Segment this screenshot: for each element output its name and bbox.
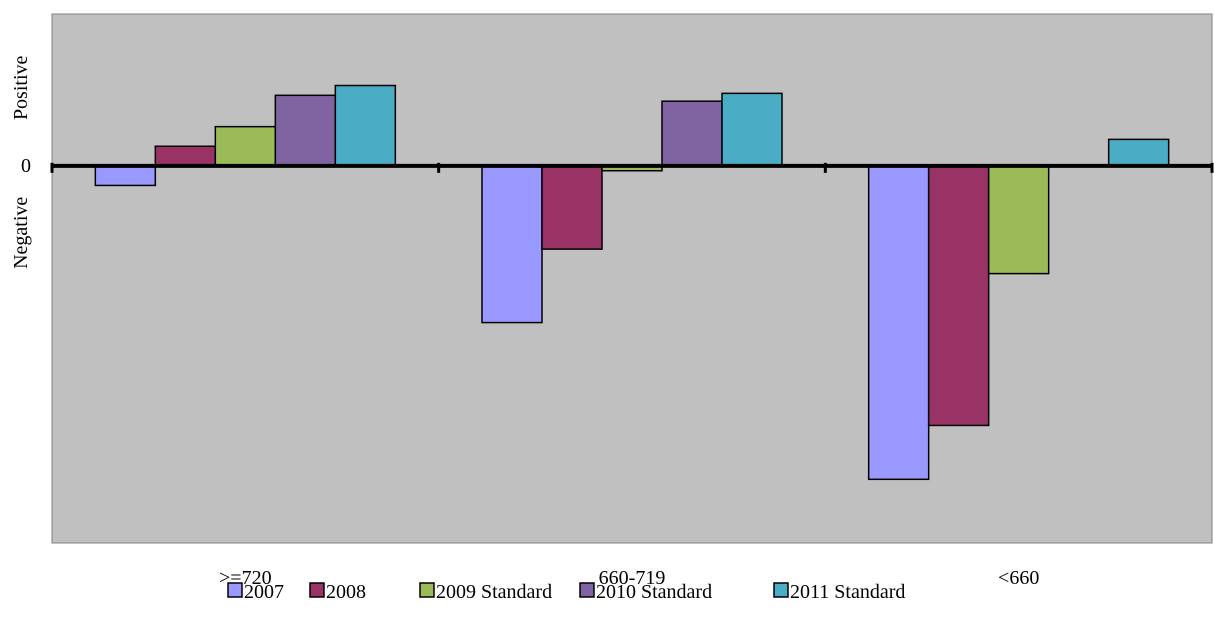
legend-item-2009-standard: 2009 Standard [419, 581, 552, 603]
legend-item-2011-standard: 2011 Standard [773, 581, 905, 603]
x-tick-label: <660 [998, 567, 1039, 589]
y-negative-label: Negative [10, 197, 32, 269]
bar-2007-0 [94, 165, 157, 187]
bar-2008-0 [154, 145, 217, 167]
bar-2007-2 [867, 165, 930, 481]
legend-item-2007: 2007 [227, 581, 284, 603]
bar-2009-standard-0 [214, 125, 277, 167]
bar-2011-standard-0 [334, 84, 397, 167]
bar-2008-2 [927, 165, 990, 427]
x-tick-label: 660-719 [599, 567, 666, 589]
x-axis-labels: >=720 660-719 <660 [219, 567, 1039, 589]
y-zero-label: 0 [21, 155, 31, 177]
bar-2010-standard-1 [661, 100, 723, 167]
bar-2010-standard-0 [274, 94, 337, 167]
legend-swatch [579, 582, 595, 598]
y-positive-label: Positive [10, 55, 32, 120]
bar-2009-standard-2 [987, 165, 1050, 275]
legend-label: 2011 Standard [790, 581, 905, 603]
bar-2011-standard-2 [1107, 138, 1170, 167]
legend-item-2008: 2008 [309, 581, 366, 603]
legend-swatch [773, 582, 789, 598]
legend-item-2010-standard: 2010 Standard [579, 581, 712, 603]
bar-2011-standard-1 [721, 92, 783, 167]
legend-label: 2008 [326, 581, 366, 603]
legend-swatch [419, 582, 435, 598]
legend-swatch [309, 582, 325, 598]
plot-area [51, 13, 1213, 544]
bar-2008-1 [541, 165, 603, 250]
legend-swatch [227, 582, 243, 598]
legend: 2007 2008 2009 Standard 2010 Standard 2011 S… [227, 581, 905, 603]
legend-label: 2010 Standard [596, 581, 712, 603]
legend-label: 2009 Standard [436, 581, 552, 603]
legend-label: 2007 [244, 581, 284, 603]
bar-2007-1 [481, 165, 543, 324]
zero-axis-ticks [50, 162, 1214, 173]
